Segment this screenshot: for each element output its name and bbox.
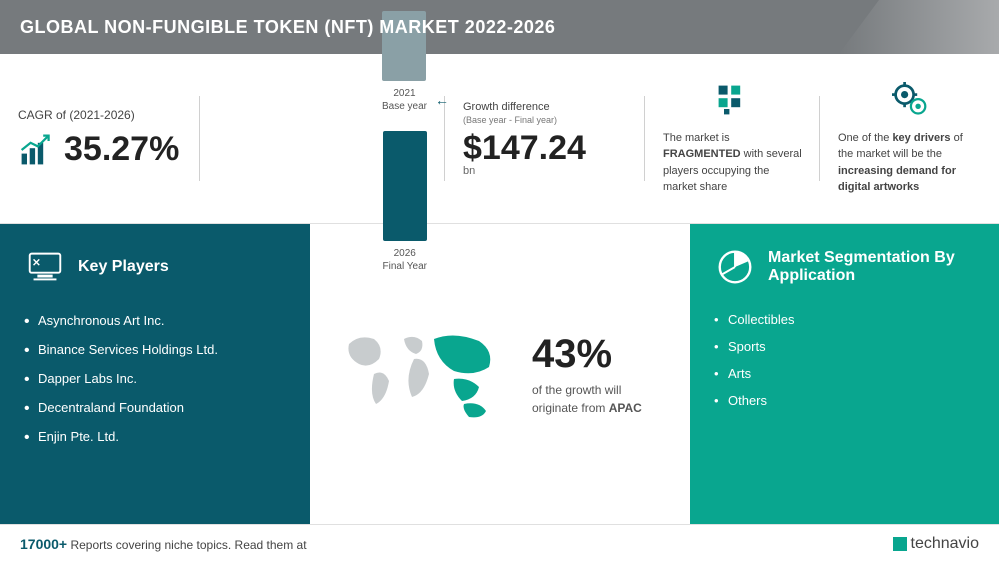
logo-square-icon <box>893 537 907 551</box>
segment-item: Others <box>714 387 975 414</box>
fragment-block: The market is FRAGMENTED with several pl… <box>645 54 820 223</box>
logo-text: technavio <box>911 535 980 553</box>
fragment-icon <box>715 82 751 118</box>
player-item: Binance Services Holdings Ltd. <box>24 335 286 364</box>
key-players-list: Asynchronous Art Inc. Binance Services H… <box>24 306 286 451</box>
segment-item: Sports <box>714 333 975 360</box>
cagr-value: 35.27% <box>64 130 179 169</box>
bottom-row: Key Players Asynchronous Art Inc. Binanc… <box>0 224 999 524</box>
growth-block: ← Growth difference (Base year - Final y… <box>445 54 645 223</box>
world-map-icon <box>334 319 514 429</box>
growth-value: $147.24 <box>463 131 627 165</box>
gear-icon <box>892 82 928 118</box>
arrow-indicator-icon: ← <box>435 92 449 108</box>
fragment-text: The market is FRAGMENTED with several pl… <box>663 130 802 196</box>
player-item: Decentraland Foundation <box>24 393 286 422</box>
segmentation-panel: Market Segmentation By Application Colle… <box>690 224 999 524</box>
bar-label-final: 2026Final Year <box>383 247 427 273</box>
growth-unit: bn <box>463 165 627 177</box>
segmentation-title: Market Segmentation By Application <box>768 249 975 285</box>
region-panel: 43% of the growth will originate from AP… <box>310 224 690 524</box>
technavio-logo: technavio <box>893 535 980 553</box>
bar-growth-icon <box>18 132 54 168</box>
cagr-label: CAGR of (2021-2026) <box>18 108 182 122</box>
key-players-panel: Key Players Asynchronous Art Inc. Binanc… <box>0 224 310 524</box>
driver-block: One of the key drivers of the market wil… <box>820 54 999 223</box>
footer-text: 17000+ Reports covering niche topics. Re… <box>20 536 307 552</box>
growth-label: Growth difference <box>463 100 627 114</box>
key-players-title: Key Players <box>78 258 169 276</box>
region-percent: 43% <box>532 332 666 377</box>
footer-bar: 17000+ Reports covering niche topics. Re… <box>0 524 999 562</box>
driver-text: One of the key drivers of the market wil… <box>838 130 981 196</box>
player-item: Asynchronous Art Inc. <box>24 306 286 335</box>
segment-item: Collectibles <box>714 306 975 333</box>
header-title: GLOBAL NON-FUNGIBLE TOKEN (NFT) MARKET 2… <box>20 17 555 38</box>
segment-item: Arts <box>714 360 975 387</box>
bar-final-year <box>383 131 427 241</box>
bar-label-base: 2021Base year <box>382 87 427 113</box>
segmentation-list: Collectibles Sports Arts Others <box>714 306 975 414</box>
header-bar: GLOBAL NON-FUNGIBLE TOKEN (NFT) MARKET 2… <box>0 0 999 54</box>
key-players-icon <box>24 246 66 288</box>
region-text: of the growth will originate from APAC <box>532 381 666 417</box>
player-item: Dapper Labs Inc. <box>24 364 286 393</box>
cagr-block: CAGR of (2021-2026) 35.27% <box>0 54 200 223</box>
growth-sublabel: (Base year - Final year) <box>463 115 627 125</box>
pie-chart-icon <box>714 246 756 288</box>
bar-item-final: 2026Final Year <box>383 131 427 273</box>
infographic-container: GLOBAL NON-FUNGIBLE TOKEN (NFT) MARKET 2… <box>0 0 999 562</box>
bar-chart-block: 2021Base year 2026Final Year <box>200 54 445 223</box>
player-item: Enjin Pte. Ltd. <box>24 422 286 451</box>
top-stats-row: CAGR of (2021-2026) 35.27% 2021Base year <box>0 54 999 224</box>
